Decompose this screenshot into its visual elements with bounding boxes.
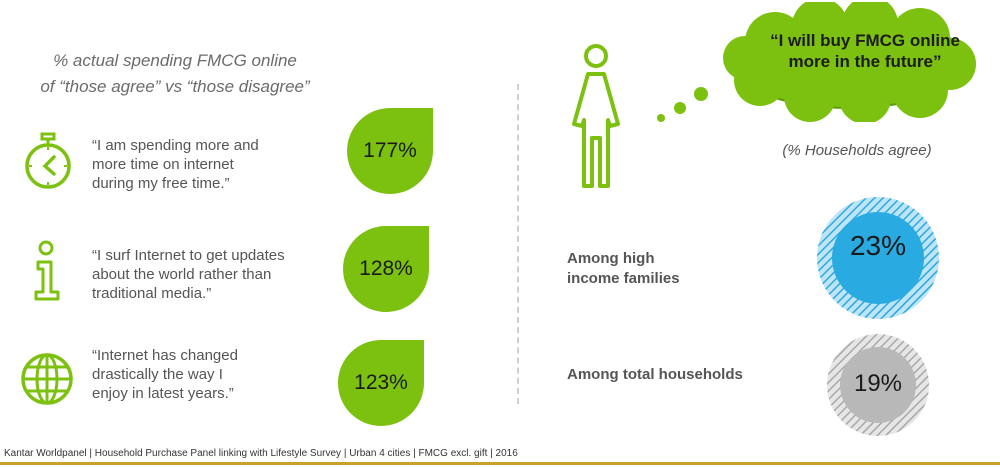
statement-1-value: 177%: [363, 139, 417, 162]
segment-high-income-label: Among high income families: [567, 249, 680, 289]
statement-1-value-leaf: 177%: [347, 108, 433, 194]
globe-icon: [21, 353, 73, 405]
thought-cloud: [723, 2, 976, 122]
households-agree-label: (% Households agree): [782, 142, 932, 159]
person-icon: [572, 44, 708, 188]
segment-label-line: Among high: [567, 250, 655, 267]
footer-rule: [0, 462, 1000, 465]
section-title-line2: of “those agree” vs “those disagree”: [40, 77, 310, 96]
section-divider: [517, 84, 519, 404]
high-income-value: 23%: [849, 230, 907, 261]
info-icon: [34, 240, 60, 301]
thought-bubble-text: “I will buy FMCG online more in the futu…: [770, 31, 960, 71]
section-title-line1: % actual spending FMCG online: [53, 51, 297, 70]
statement-2-line: about the world rather than: [92, 266, 272, 283]
statement-2-line: “I surf Internet to get updates: [92, 247, 285, 264]
statement-1-line: more time on internet: [92, 156, 234, 173]
segment-total-households-label: Among total households: [567, 365, 743, 385]
statement-1-line: during my free time.”: [92, 175, 230, 192]
total-households-circle: [827, 334, 929, 436]
segment-label-line: income families: [567, 270, 680, 287]
statement-2-value-leaf: 128%: [343, 226, 429, 312]
stopwatch-icon: [25, 132, 71, 189]
statement-3-line: “Internet has changed: [92, 347, 238, 364]
high-income-circle: [817, 197, 939, 319]
statement-2-value: 128%: [359, 257, 413, 280]
statement-3-value-leaf: 123%: [338, 340, 424, 426]
statement-2-line: traditional media.”: [92, 285, 212, 302]
segment-label-line: Among total households: [567, 366, 743, 383]
source-footer: Kantar Worldpanel | Household Purchase P…: [4, 448, 518, 459]
section-title: % actual spending FMCG online of “those …: [10, 48, 340, 100]
total-households-value: 19%: [853, 370, 903, 397]
statement-3-line: enjoy in latest years.”: [92, 385, 234, 402]
statement-1-text: “I am spending more and more time on int…: [92, 136, 322, 193]
statement-1-line: “I am spending more and: [92, 137, 259, 154]
statement-3-value: 123%: [354, 371, 408, 394]
statement-2-text: “I surf Internet to get updates about th…: [92, 246, 322, 303]
statement-3-line: drastically the way I: [92, 366, 223, 383]
statement-3-text: “Internet has changed drastically the wa…: [92, 346, 322, 403]
